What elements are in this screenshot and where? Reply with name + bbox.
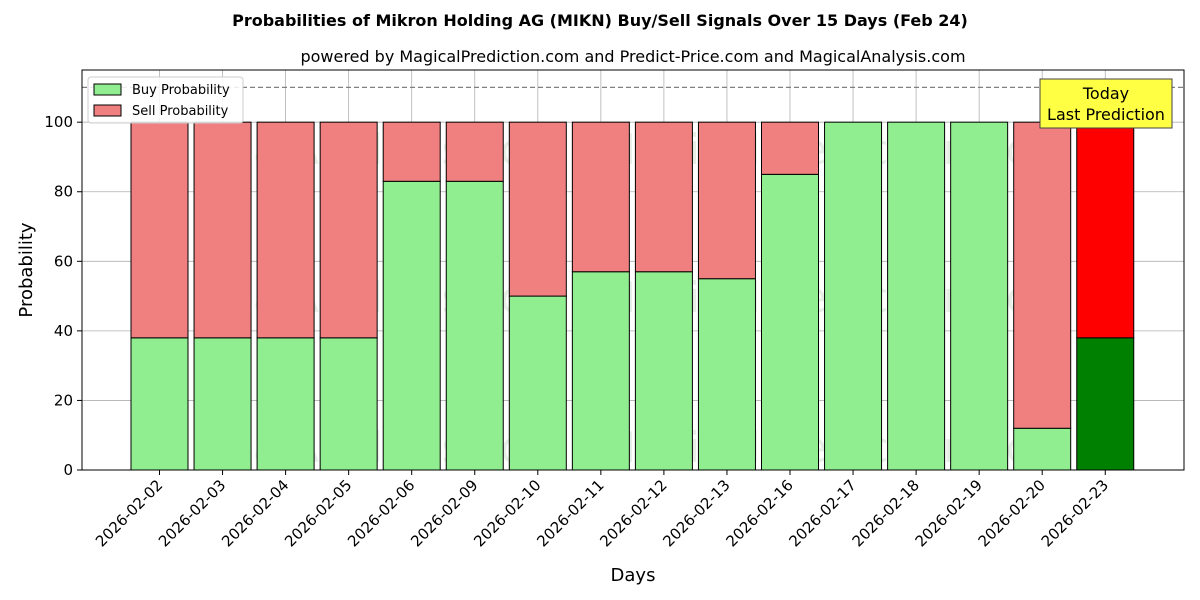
bar-sell: [697, 121, 756, 280]
bar-sell: [1076, 121, 1135, 339]
bar-sell: [256, 121, 315, 339]
plot-frame: [81, 69, 1185, 471]
bar-buy: [1076, 337, 1135, 471]
chart-title: Probabilities of Mikron Holding AG (MIKN…: [232, 11, 968, 30]
y-axis-ticks: 0 20 40 60 80 100: [44, 113, 82, 479]
y-tick-label: 40: [54, 322, 73, 340]
x-axis-label: Days: [611, 565, 656, 586]
bar-buy: [319, 337, 378, 471]
annotation-text: Last Prediction: [1047, 105, 1165, 124]
bar-buy: [508, 295, 567, 471]
bar-sell: [319, 121, 378, 339]
legend-label: Sell Probability: [132, 104, 229, 119]
bar-buy: [445, 180, 504, 471]
bars: [130, 121, 1135, 471]
y-tick-label: 80: [54, 183, 73, 201]
y-tick-label: 0: [63, 461, 73, 479]
bar-buy: [824, 121, 883, 471]
legend-box: [87, 76, 244, 124]
bar-sell: [761, 121, 819, 175]
y-tick-label: 20: [54, 391, 73, 409]
bar-buy: [761, 173, 819, 471]
bar-sell: [445, 121, 504, 182]
legend-swatch: [93, 83, 122, 96]
bar-buy: [382, 180, 441, 471]
bar-buy: [130, 337, 189, 471]
annotation-box: [1039, 78, 1173, 129]
bar-buy: [950, 121, 1009, 471]
chart-subtitle: powered by MagicalPrediction.com and Pre…: [300, 47, 965, 66]
bar-sell: [508, 121, 567, 297]
bar-buy: [887, 121, 946, 471]
bar-buy: [256, 337, 315, 471]
legend: Buy Probability Sell Probability: [87, 76, 244, 124]
bar-sell: [382, 121, 441, 182]
bar-buy: [1013, 427, 1072, 471]
bar-sell: [130, 121, 189, 339]
y-tick-label: 60: [54, 252, 73, 270]
annotation-text: Today: [1082, 84, 1129, 103]
bar-sell: [571, 121, 630, 273]
legend-label: Buy Probability: [132, 83, 230, 98]
bar-buy: [193, 337, 252, 471]
y-axis-label: Probability: [16, 222, 37, 317]
bar-buy: [697, 278, 756, 471]
bar-sell: [193, 121, 252, 339]
today-annotation: Today Last Prediction: [1039, 78, 1173, 129]
bar-buy: [571, 271, 630, 471]
bar-buy: [634, 271, 693, 471]
y-tick-label: 100: [44, 113, 73, 131]
bar-sell: [634, 121, 693, 273]
bar-sell: [1013, 121, 1072, 429]
legend-swatch: [93, 104, 122, 117]
